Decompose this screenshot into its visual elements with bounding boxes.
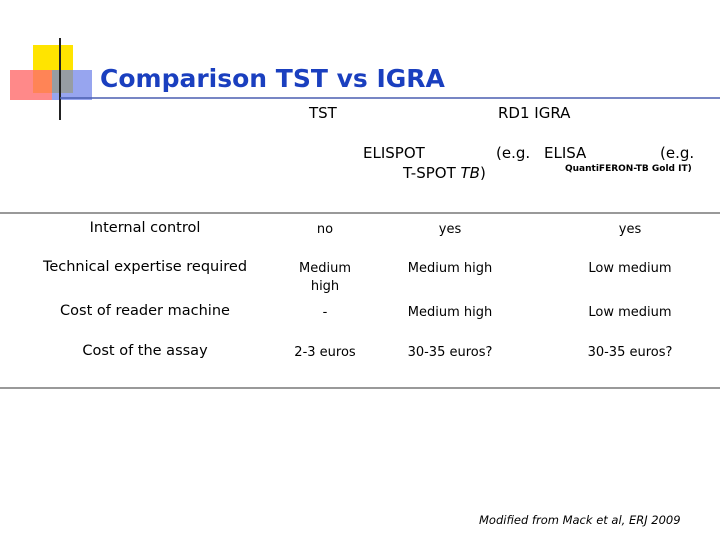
row-label: Cost of reader machine [60, 303, 230, 319]
table-cell: Low medium [588, 305, 672, 320]
table-cell: 30-35 euros? [407, 345, 493, 360]
row-label: Internal control [89, 220, 201, 236]
table-cell: Medium high [407, 305, 493, 320]
row-label: Technical expertise required [42, 259, 248, 275]
table-cell: Medium high [407, 261, 493, 276]
subheader: QuantiFERON-TB Gold IT) [565, 164, 692, 174]
table-cell: yes [438, 222, 462, 237]
column-group: RD1 IGRA [498, 104, 571, 122]
table-cell: yes [618, 222, 642, 237]
table-cell: - [322, 305, 328, 320]
title: Comparison TST vs IGRA [100, 64, 445, 93]
subheader: (e.g. [496, 144, 531, 162]
subheader: T-SPOT TB) [403, 164, 486, 182]
column-group: TST [309, 104, 337, 122]
table-cell: 2-3 euros [294, 345, 356, 360]
blue-square [52, 70, 92, 100]
table-cell: Medium high [299, 261, 351, 294]
red-square [10, 70, 52, 100]
subheader: ELISA [544, 144, 587, 162]
table-cell: 30-35 euros? [587, 345, 673, 360]
table-cell: no [316, 222, 334, 237]
subheader: ELISPOT [363, 144, 425, 162]
table-cell: Low medium [588, 261, 672, 276]
subheader: ) [479, 164, 486, 182]
subheader: (e.g. [660, 144, 695, 162]
subheader: TB [460, 164, 480, 182]
row-label: Cost of the assay [82, 343, 208, 359]
subheader: T-SPOT [403, 164, 456, 182]
footnote: Modified from Mack et al, ERJ 2009 [479, 513, 681, 527]
